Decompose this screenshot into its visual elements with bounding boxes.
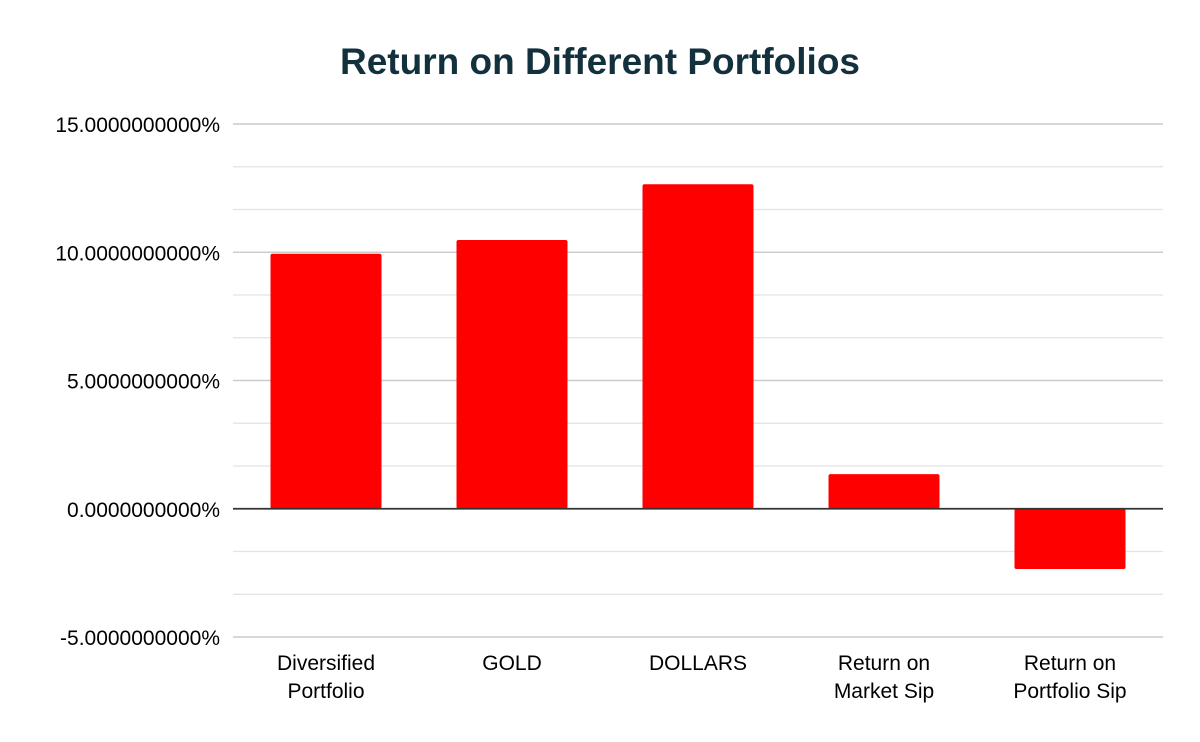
y-tick-label: 10.0000000000% — [55, 242, 220, 265]
y-tick-label: 15.0000000000% — [55, 114, 220, 137]
bar — [456, 239, 568, 509]
y-tick-label: -5.0000000000% — [60, 627, 220, 650]
x-axis-labels: Diversified Portfolio GOLD DOLLARS Return on… — [277, 652, 1127, 703]
x-tick-label: DOLLARS — [649, 652, 747, 675]
bar — [828, 474, 940, 509]
y-tick-label: 5.0000000000% — [67, 371, 220, 394]
y-tick-label: 0.0000000000% — [67, 499, 220, 522]
bars — [270, 184, 1126, 570]
x-tick-label: Diversified Portfolio — [277, 652, 375, 703]
bar — [1014, 508, 1126, 570]
bar — [642, 184, 754, 509]
x-tick-label: GOLD — [482, 652, 542, 675]
bar — [270, 253, 382, 509]
chart-title: Return on Different Portfolios — [340, 41, 860, 82]
x-tick-label: Return on Market Sip — [834, 652, 934, 703]
x-tick-label: Return on Portfolio Sip — [1013, 652, 1126, 703]
y-axis-labels: 15.0000000000% 10.0000000000% 5.0000000000… — [55, 114, 220, 650]
